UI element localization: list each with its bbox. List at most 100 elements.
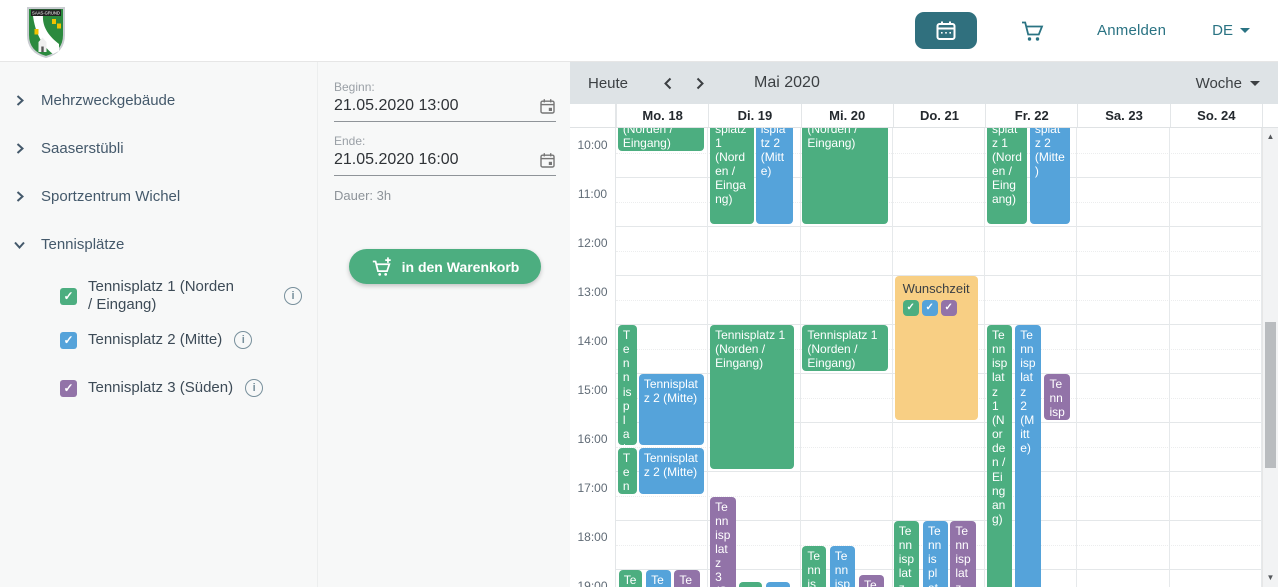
event-label: Tennisplatz 2 (Mitte) — [643, 377, 698, 406]
language-selector[interactable]: DE — [1212, 22, 1250, 39]
calendar-event[interactable]: Tennisplatz 2 (Mitte) — [638, 447, 704, 494]
sidebar-item-sportzentrum[interactable]: Sportzentrum Wichel — [0, 172, 317, 220]
begin-input[interactable]: 21.05.2020 13:00 — [334, 97, 556, 122]
info-icon[interactable]: i — [234, 331, 253, 349]
scrollbar-thumb[interactable] — [1265, 322, 1276, 468]
event-label: Tennisplatz 1 (Norden / Eingang) — [744, 585, 757, 587]
court-row-3: ✓ Tennisplatz 3 (Süden) i — [0, 364, 317, 412]
svg-text:SAAS-GRUND: SAAS-GRUND — [32, 10, 60, 15]
begin-value: 21.05.2020 13:00 — [334, 97, 459, 114]
day-column[interactable] — [1076, 128, 1168, 587]
day-column[interactable]: Tennisplatz 1 (Norden / Eingang) Tennispl… — [616, 128, 707, 587]
wunschzeit-event[interactable]: Wunschzeit ✓ ✓ ✓ — [894, 276, 978, 420]
calendar-event[interactable]: Tennisplatz 2 (Mitte) — [922, 521, 948, 587]
court-3-label: Tennisplatz 3 (Süden) — [88, 379, 234, 396]
calendar-event[interactable]: Tennisplatz 1 (Norden / Eingang) — [617, 128, 704, 151]
duration-label: Dauer: 3h — [334, 188, 392, 203]
calendar-event[interactable]: Tennisplatz 3 (Süden) — [710, 496, 736, 587]
chevron-right-icon — [696, 77, 704, 89]
day-column[interactable] — [1168, 128, 1262, 587]
mini-checkbox[interactable]: ✓ — [921, 300, 938, 317]
day-column[interactable]: Wunschzeit✓✓✓Tennisplatz 1 (Norden / Ein… — [891, 128, 984, 587]
today-button[interactable]: Heute — [588, 74, 629, 92]
sidebar-item-label: Mehrzweckgebäude — [41, 91, 176, 109]
calendar-picker-icon[interactable] — [539, 98, 556, 115]
day-column[interactable]: Tennisplatz 1 (Norden / Eingang) Tennispl… — [707, 128, 799, 587]
cart-button[interactable] — [1019, 18, 1045, 44]
calendar-event[interactable]: Tennisplatz 2 (Mitte) — [646, 570, 671, 587]
day-column[interactable]: Tennisplatz 1 (Norden / Eingang) Tennispl… — [984, 128, 1076, 587]
calendar-panel: Heute Mai 2020 Woche Mo. 18 Di. 19 Mi. 2… — [570, 62, 1278, 587]
calendar-view-button[interactable] — [915, 12, 977, 49]
calendar-event[interactable]: Tennisplatz 3 (Süden) — [950, 521, 976, 587]
calendar-event[interactable]: Tennisplatz 2 (Mitte) — [1015, 325, 1041, 587]
end-field: Ende: 21.05.2020 16:00 — [334, 134, 556, 176]
calendar-event[interactable]: Tennisplatz 3 (Süden) — [858, 574, 884, 587]
chevron-right-icon — [16, 190, 24, 202]
calendar-event[interactable]: Tennisplatz 1 (Norden / Eingang) — [617, 447, 637, 494]
mini-checkbox[interactable]: ✓ — [940, 300, 957, 317]
calendar-event[interactable]: Tennisplatz 1 (Norden / Eingang) — [802, 325, 889, 371]
day-header-fr: Fr. 22 — [985, 104, 1077, 127]
view-selector[interactable]: Woche — [1196, 75, 1260, 92]
event-label: Tennisplatz 1 (Norden / Eingang) — [715, 328, 786, 371]
calendar-event[interactable]: Tennisplatz 1 (Norden / Eingang) — [710, 325, 795, 469]
event-label: Tennisplatz 3 (Süden) — [955, 524, 971, 587]
calendar-event[interactable]: Tennisplatz 1 (Norden / Eingang) — [802, 545, 827, 587]
event-label: Tennisplatz 2 (Mitte) — [927, 524, 942, 587]
event-label: Tennisplatz 1 (Norden / Eingang) — [991, 328, 1008, 527]
calendar-event[interactable]: Tennisplatz 1 (Norden / Eingang) — [893, 521, 920, 587]
cart-plus-icon — [372, 256, 391, 276]
prev-week-button[interactable] — [660, 75, 677, 92]
day-column[interactable]: Tennisplatz 1 (Norden / Eingang) Tennispl… — [799, 128, 892, 587]
sidebar-item-label: Tennisplätze — [41, 235, 125, 253]
event-label: Tennisplatz 3 (Süden) — [679, 573, 693, 587]
week-grid: Tennisplatz 1 (Norden / Eingang) Tennispl… — [616, 128, 1262, 587]
calendar-toolbar: Heute Mai 2020 Woche — [570, 62, 1278, 104]
sidebar-item-saaserstuebli[interactable]: Saaserstübli — [0, 124, 317, 172]
vertical-scrollbar[interactable]: ▲ ▼ — [1262, 128, 1278, 587]
info-icon[interactable]: i — [245, 379, 264, 397]
calendar-event[interactable]: Tennisplatz 1 (Norden / Eingang) — [617, 325, 637, 445]
event-label: Tennisplatz 1 (Norden / Eingang) — [622, 128, 673, 150]
court-1-checkbox[interactable]: ✓ — [60, 287, 77, 305]
calendar-picker-icon[interactable] — [539, 152, 556, 169]
end-input[interactable]: 21.05.2020 16:00 — [334, 151, 556, 176]
calendar-event[interactable]: Tennisplatz 1 (Norden / Eingang) — [618, 570, 643, 587]
mini-checkbox[interactable]: ✓ — [902, 300, 919, 317]
chevron-down-icon — [1250, 80, 1260, 86]
calendar-event[interactable]: Tennisplatz 1 (Norden / Eingang) — [710, 128, 754, 224]
begin-label: Beginn: — [334, 80, 375, 94]
court-2-checkbox[interactable]: ✓ — [60, 331, 77, 349]
sidebar-item-label: Saaserstübli — [41, 139, 124, 157]
event-label: Wunschzeit — [902, 281, 970, 296]
calendar-event[interactable]: Tennisplatz 1 (Norden / Eingang) — [986, 128, 1028, 224]
scroll-up-arrow[interactable]: ▲ — [1266, 132, 1275, 141]
event-label: Tennisplatz 3 (Süden) — [1049, 377, 1065, 420]
calendar-event[interactable]: Tennisplatz 2 (Mitte) — [638, 374, 704, 445]
day-header-mi: Mi. 20 — [800, 104, 893, 127]
calendar-event[interactable]: Tennisplatz 2 (Mitte) — [829, 545, 856, 587]
add-to-cart-button[interactable]: in den Warenkorb — [348, 249, 542, 284]
calendar-event[interactable]: Tennisplatz 2 (Mitte) — [755, 128, 794, 224]
login-button[interactable]: Anmelden — [1097, 22, 1167, 39]
calendar-title: Mai 2020 — [754, 74, 820, 91]
calendar-event[interactable]: Tennisplatz 2 (Mitte) — [1029, 128, 1070, 224]
cart-icon — [1022, 21, 1044, 41]
chevron-down-icon — [1240, 28, 1250, 33]
day-header-sa: Sa. 23 — [1077, 104, 1169, 127]
event-label: Tennisplatz 1 (Norden / Eingang) — [622, 328, 632, 445]
scroll-down-arrow[interactable]: ▼ — [1266, 573, 1275, 582]
calendar-event[interactable]: Tennisplatz 3 (Süden) — [674, 570, 700, 587]
calendar-event[interactable]: Tennisplatz 1 (Norden / Eingang) — [802, 128, 889, 224]
municipality-logo: SAAS-GRUND — [27, 6, 65, 58]
next-week-button[interactable] — [691, 75, 708, 92]
sidebar-item-mehrzweckgebaeude[interactable]: Mehrzweckgebäude — [0, 76, 317, 124]
info-icon[interactable]: i — [284, 287, 302, 305]
calendar-event[interactable]: Tennisplatz 1 (Norden / Eingang) — [739, 582, 763, 587]
sidebar-item-tennisplaetze[interactable]: Tennisplätze — [0, 220, 317, 268]
calendar-event[interactable]: Tennisplatz 2 (Mitte) — [765, 582, 791, 587]
calendar-event[interactable]: Tennisplatz 1 (Norden / Eingang) — [986, 325, 1013, 587]
calendar-event[interactable]: Tennisplatz 3 (Süden) — [1044, 374, 1070, 420]
court-3-checkbox[interactable]: ✓ — [60, 379, 77, 397]
